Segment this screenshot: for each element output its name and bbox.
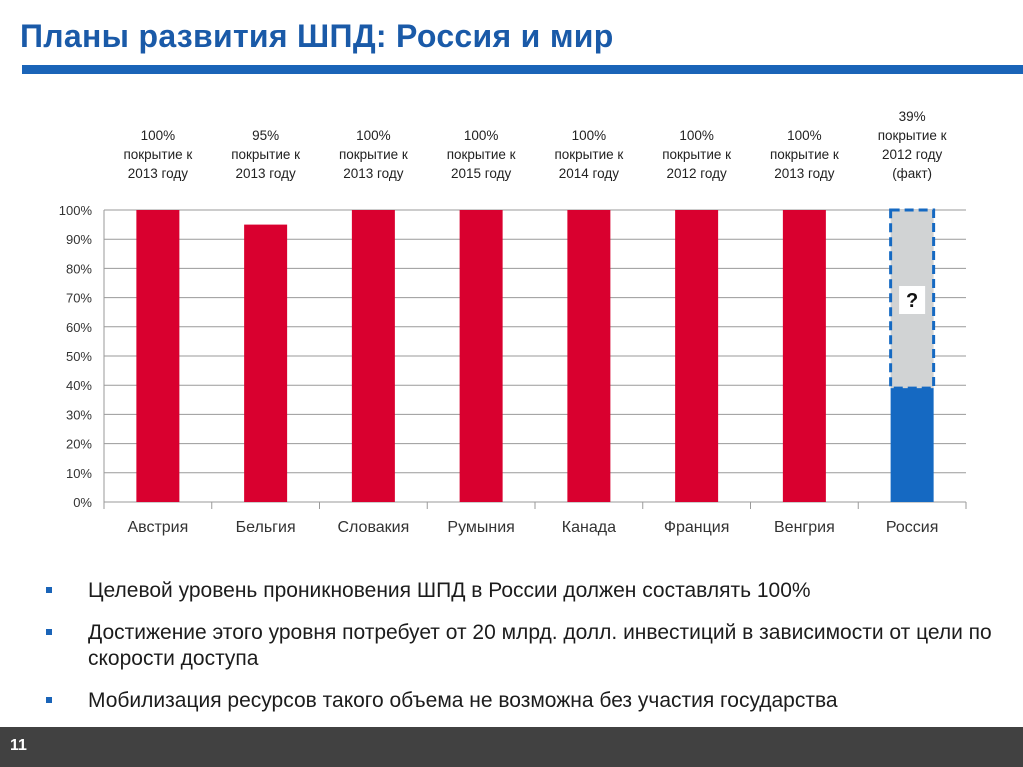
annotation-line: 100% — [141, 128, 176, 143]
annotation-line: покрытие к — [554, 147, 623, 162]
bullet-square-icon — [46, 629, 52, 635]
bar-8 — [890, 388, 934, 502]
x-tick-label: Венгрия — [774, 519, 835, 536]
y-tick-label: 20% — [66, 437, 92, 452]
bar-annotation: 100% покрытие к 2015 году — [447, 128, 516, 181]
bar-7 — [782, 210, 826, 502]
bullet-item: Достижение этого уровня потребует от 20 … — [40, 620, 1000, 672]
bullet-text: Целевой уровень проникновения ШПД в Росс… — [88, 579, 811, 602]
y-tick-label: 90% — [66, 232, 92, 247]
y-tick-label: 10% — [66, 466, 92, 481]
annotation-line: 2013 году — [128, 166, 188, 181]
y-tick-label: 80% — [66, 261, 92, 276]
bullet-text: Достижение этого уровня потребует от 20 … — [88, 621, 992, 670]
annotation-line: 2015 году — [451, 166, 511, 181]
bar-1 — [136, 210, 180, 502]
x-tick-label: Франция — [664, 519, 730, 536]
page-title: Планы развития ШПД: Россия и мир — [20, 18, 614, 54]
annotation-line: 2014 году — [559, 166, 619, 181]
y-tick-label: 70% — [66, 291, 92, 306]
annotation-line: 39% — [899, 109, 926, 124]
annotation-line: покрытие к — [447, 147, 516, 162]
annotation-line: покрытие к — [770, 147, 839, 162]
annotation-line: 100% — [464, 128, 499, 143]
title-underline — [22, 65, 1023, 74]
coverage-bar-chart: 0% 10% 20% 30% 40% 50% 60% 70% 80% 90% 100% Австрия… — [59, 109, 967, 536]
bullet-text: Мобилизация ресурсов такого объема не во… — [88, 689, 838, 712]
annotation-line: 2013 году — [236, 166, 296, 181]
annotation-line: покрытие к — [662, 147, 731, 162]
bar-2 — [244, 224, 288, 502]
bar-annotation: 100% покрытие к 2013 году — [339, 128, 408, 181]
annotation-line: покрытие к — [339, 147, 408, 162]
x-tick-label: Канада — [562, 519, 616, 536]
annotation-line: 100% — [679, 128, 714, 143]
y-tick-label: 60% — [66, 320, 92, 335]
bar-annotation: 100% покрытие к 2013 году — [123, 128, 192, 181]
annotation-line: покрытие к — [231, 147, 300, 162]
page-number: 11 — [10, 737, 27, 754]
question-box — [899, 286, 926, 314]
annotation-line: 2013 году — [774, 166, 834, 181]
annotation-line: 100% — [572, 128, 607, 143]
x-tick-label: Румыния — [447, 519, 514, 536]
bar-annotation: 39% покрытие к 2012 году (факт) — [878, 109, 947, 181]
annotation-line: 100% — [787, 128, 822, 143]
annotation-line: 100% — [356, 128, 391, 143]
annotation-line: (факт) — [892, 166, 932, 181]
bar-3 — [351, 210, 395, 502]
bar-5 — [567, 210, 611, 502]
y-tick-label: 0% — [73, 495, 92, 510]
question-mark-label: ? — [906, 290, 918, 312]
y-tick-label: 50% — [66, 349, 92, 364]
bar-4 — [459, 210, 503, 502]
x-tick-label: Бельгия — [236, 519, 296, 536]
bullet-item: Мобилизация ресурсов такого объема не во… — [40, 688, 1000, 714]
y-tick-label: 30% — [66, 407, 92, 422]
annotation-line: покрытие к — [878, 128, 947, 143]
footer-bar: 11 — [0, 727, 1023, 767]
annotation-line: 95% — [252, 128, 279, 143]
bar-annotation: 100% покрытие к 2012 году — [662, 128, 731, 181]
annotation-line: 2012 году — [667, 166, 727, 181]
bar-annotation: 95% покрытие к 2013 году — [231, 128, 300, 181]
y-tick-label: 40% — [66, 378, 92, 393]
annotation-line: 2013 году — [343, 166, 403, 181]
bar-6 — [675, 210, 719, 502]
annotation-line: покрытие к — [123, 147, 192, 162]
x-tick-label: Словакия — [337, 519, 409, 536]
bullet-square-icon — [46, 697, 52, 703]
bullet-list: Целевой уровень проникновения ШПД в Росс… — [40, 578, 1000, 730]
x-tick-label: Австрия — [127, 519, 188, 536]
bar-annotation: 100% покрытие к 2014 году — [554, 128, 623, 181]
bullet-item: Целевой уровень проникновения ШПД в Росс… — [40, 578, 1000, 604]
x-tick-label: Россия — [886, 519, 938, 536]
annotation-line: 2012 году — [882, 147, 942, 162]
y-tick-label: 100% — [59, 203, 93, 218]
bullet-square-icon — [46, 587, 52, 593]
bar-annotation: 100% покрытие к 2013 году — [770, 128, 839, 181]
